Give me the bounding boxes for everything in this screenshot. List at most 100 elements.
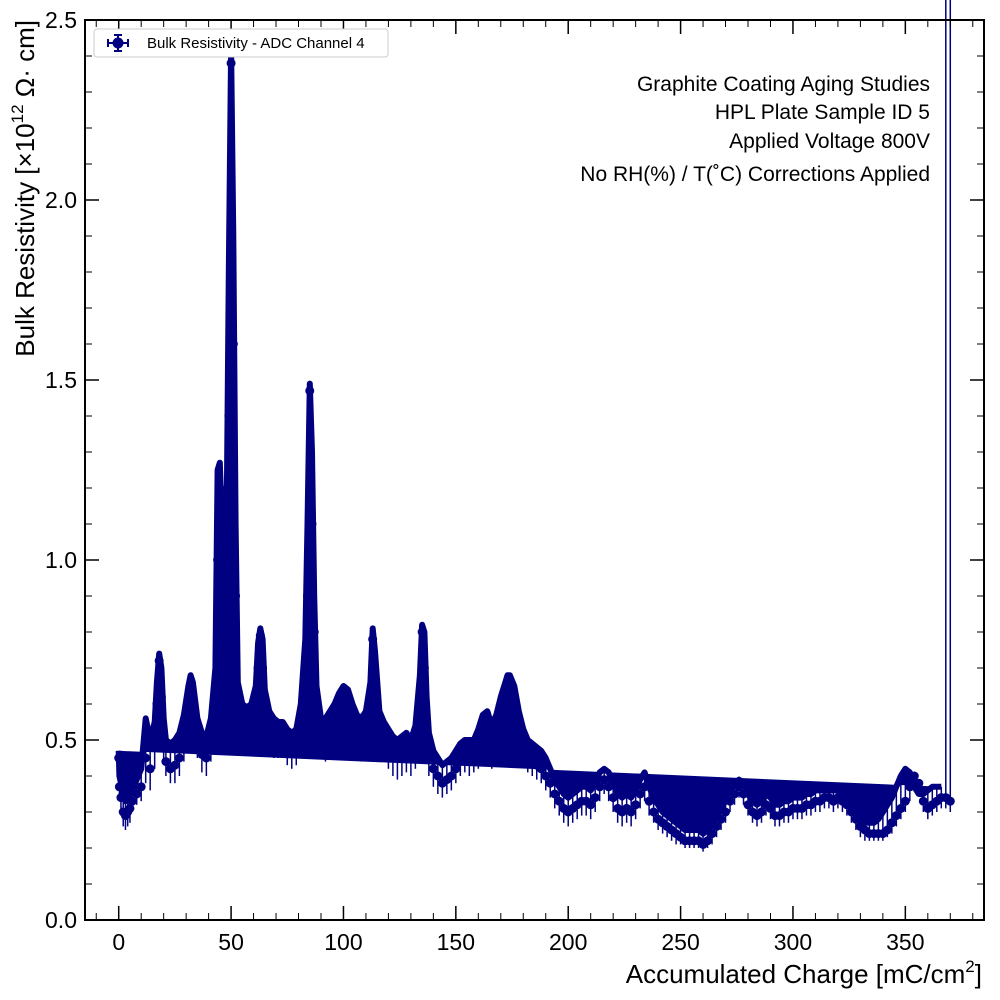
data-point — [201, 753, 211, 763]
annotation-line-1: Graphite Coating Aging Studies — [637, 73, 930, 96]
y-axis-title: Bulk Resistivity [×1012 Ω· cm] — [8, 20, 40, 357]
data-point — [361, 728, 371, 738]
data-point — [599, 775, 609, 785]
data-point — [422, 717, 432, 727]
data-point — [401, 746, 411, 756]
data-point — [545, 778, 555, 788]
data-point — [222, 591, 232, 601]
data-point — [365, 699, 375, 709]
x-tick-label: 0 — [112, 929, 125, 955]
data-point — [296, 717, 306, 727]
data-point — [311, 699, 321, 709]
x-tick-label: 50 — [218, 929, 244, 955]
data-point — [765, 803, 775, 813]
data-point — [347, 717, 357, 727]
data-point — [150, 742, 160, 752]
data-point — [716, 814, 726, 824]
data-point — [215, 483, 225, 493]
data-point — [909, 771, 919, 781]
data-point — [343, 706, 353, 716]
data-point — [608, 793, 618, 803]
x-tick-label: 300 — [774, 929, 812, 955]
data-point — [469, 753, 479, 763]
annotation-line-3: Applied Voltage 800V — [729, 130, 930, 153]
legend: Bulk Resistivity - ADC Channel 4 — [93, 28, 389, 58]
data-point — [334, 706, 344, 716]
data-point — [174, 753, 184, 763]
data-point — [356, 735, 366, 745]
legend-marker — [107, 34, 129, 52]
data-point — [604, 782, 614, 792]
data-point — [226, 58, 236, 68]
data-point — [370, 677, 380, 687]
data-point — [114, 782, 124, 792]
data-point — [631, 800, 641, 810]
data-point — [707, 829, 717, 839]
data-point — [156, 692, 166, 702]
data-point — [410, 742, 420, 752]
y-tick-label: 2.0 — [45, 187, 77, 213]
x-tick-label: 250 — [661, 929, 699, 955]
data-point — [237, 717, 247, 727]
data-point — [424, 749, 434, 759]
x-tick-label: 100 — [324, 929, 362, 955]
data-point — [159, 735, 169, 745]
data-point — [307, 519, 317, 529]
data-point — [725, 796, 735, 806]
y-tick-label: 0.5 — [45, 727, 77, 753]
plot-frame — [84, 19, 985, 921]
data-point — [842, 800, 852, 810]
data-point — [473, 746, 483, 756]
data-point — [518, 742, 528, 752]
data-point — [914, 778, 924, 788]
data-point — [278, 735, 288, 745]
data-point — [300, 663, 310, 673]
data-point — [417, 627, 427, 637]
data-layer — [114, 0, 955, 852]
data-point — [536, 764, 546, 774]
annotation-line-2: HPL Plate Sample ID 5 — [715, 101, 930, 124]
data-point — [219, 663, 229, 673]
data-point — [242, 724, 252, 734]
data-point — [590, 793, 600, 803]
data-point — [374, 728, 384, 738]
data-point — [329, 721, 339, 731]
data-point — [509, 706, 519, 716]
data-point — [586, 800, 596, 810]
data-point — [649, 807, 659, 817]
data-point — [305, 386, 315, 396]
x-tick-label: 200 — [549, 929, 587, 955]
legend-box — [93, 28, 389, 58]
data-point — [487, 742, 497, 752]
x-axis-title: Accumulated Charge [mC/cm2] — [626, 957, 982, 989]
data-point — [255, 631, 265, 641]
data-point — [233, 699, 243, 709]
data-point — [352, 728, 362, 738]
data-point — [721, 807, 731, 817]
data-point — [132, 789, 142, 799]
data-point — [210, 699, 220, 709]
data-point — [550, 789, 560, 799]
data-point — [260, 706, 270, 716]
data-point — [918, 796, 928, 806]
data-point — [635, 789, 645, 799]
data-point — [896, 803, 906, 813]
y-tick-label: 1.0 — [45, 547, 77, 573]
data-point — [136, 782, 146, 792]
data-point — [161, 757, 171, 767]
annotation-line-4: No RH(%) / T(˚C) Corrections Applied — [580, 163, 930, 186]
data-point — [154, 656, 164, 666]
data-point — [703, 836, 713, 846]
data-point — [320, 735, 330, 745]
data-point — [846, 807, 856, 817]
data-point — [188, 699, 198, 709]
data-point — [338, 692, 348, 702]
data-point — [224, 411, 234, 421]
data-point — [891, 811, 901, 821]
data-point — [419, 663, 429, 673]
data-point — [882, 825, 892, 835]
data-point — [482, 735, 492, 745]
data-point — [303, 591, 313, 601]
data-point — [905, 782, 915, 792]
